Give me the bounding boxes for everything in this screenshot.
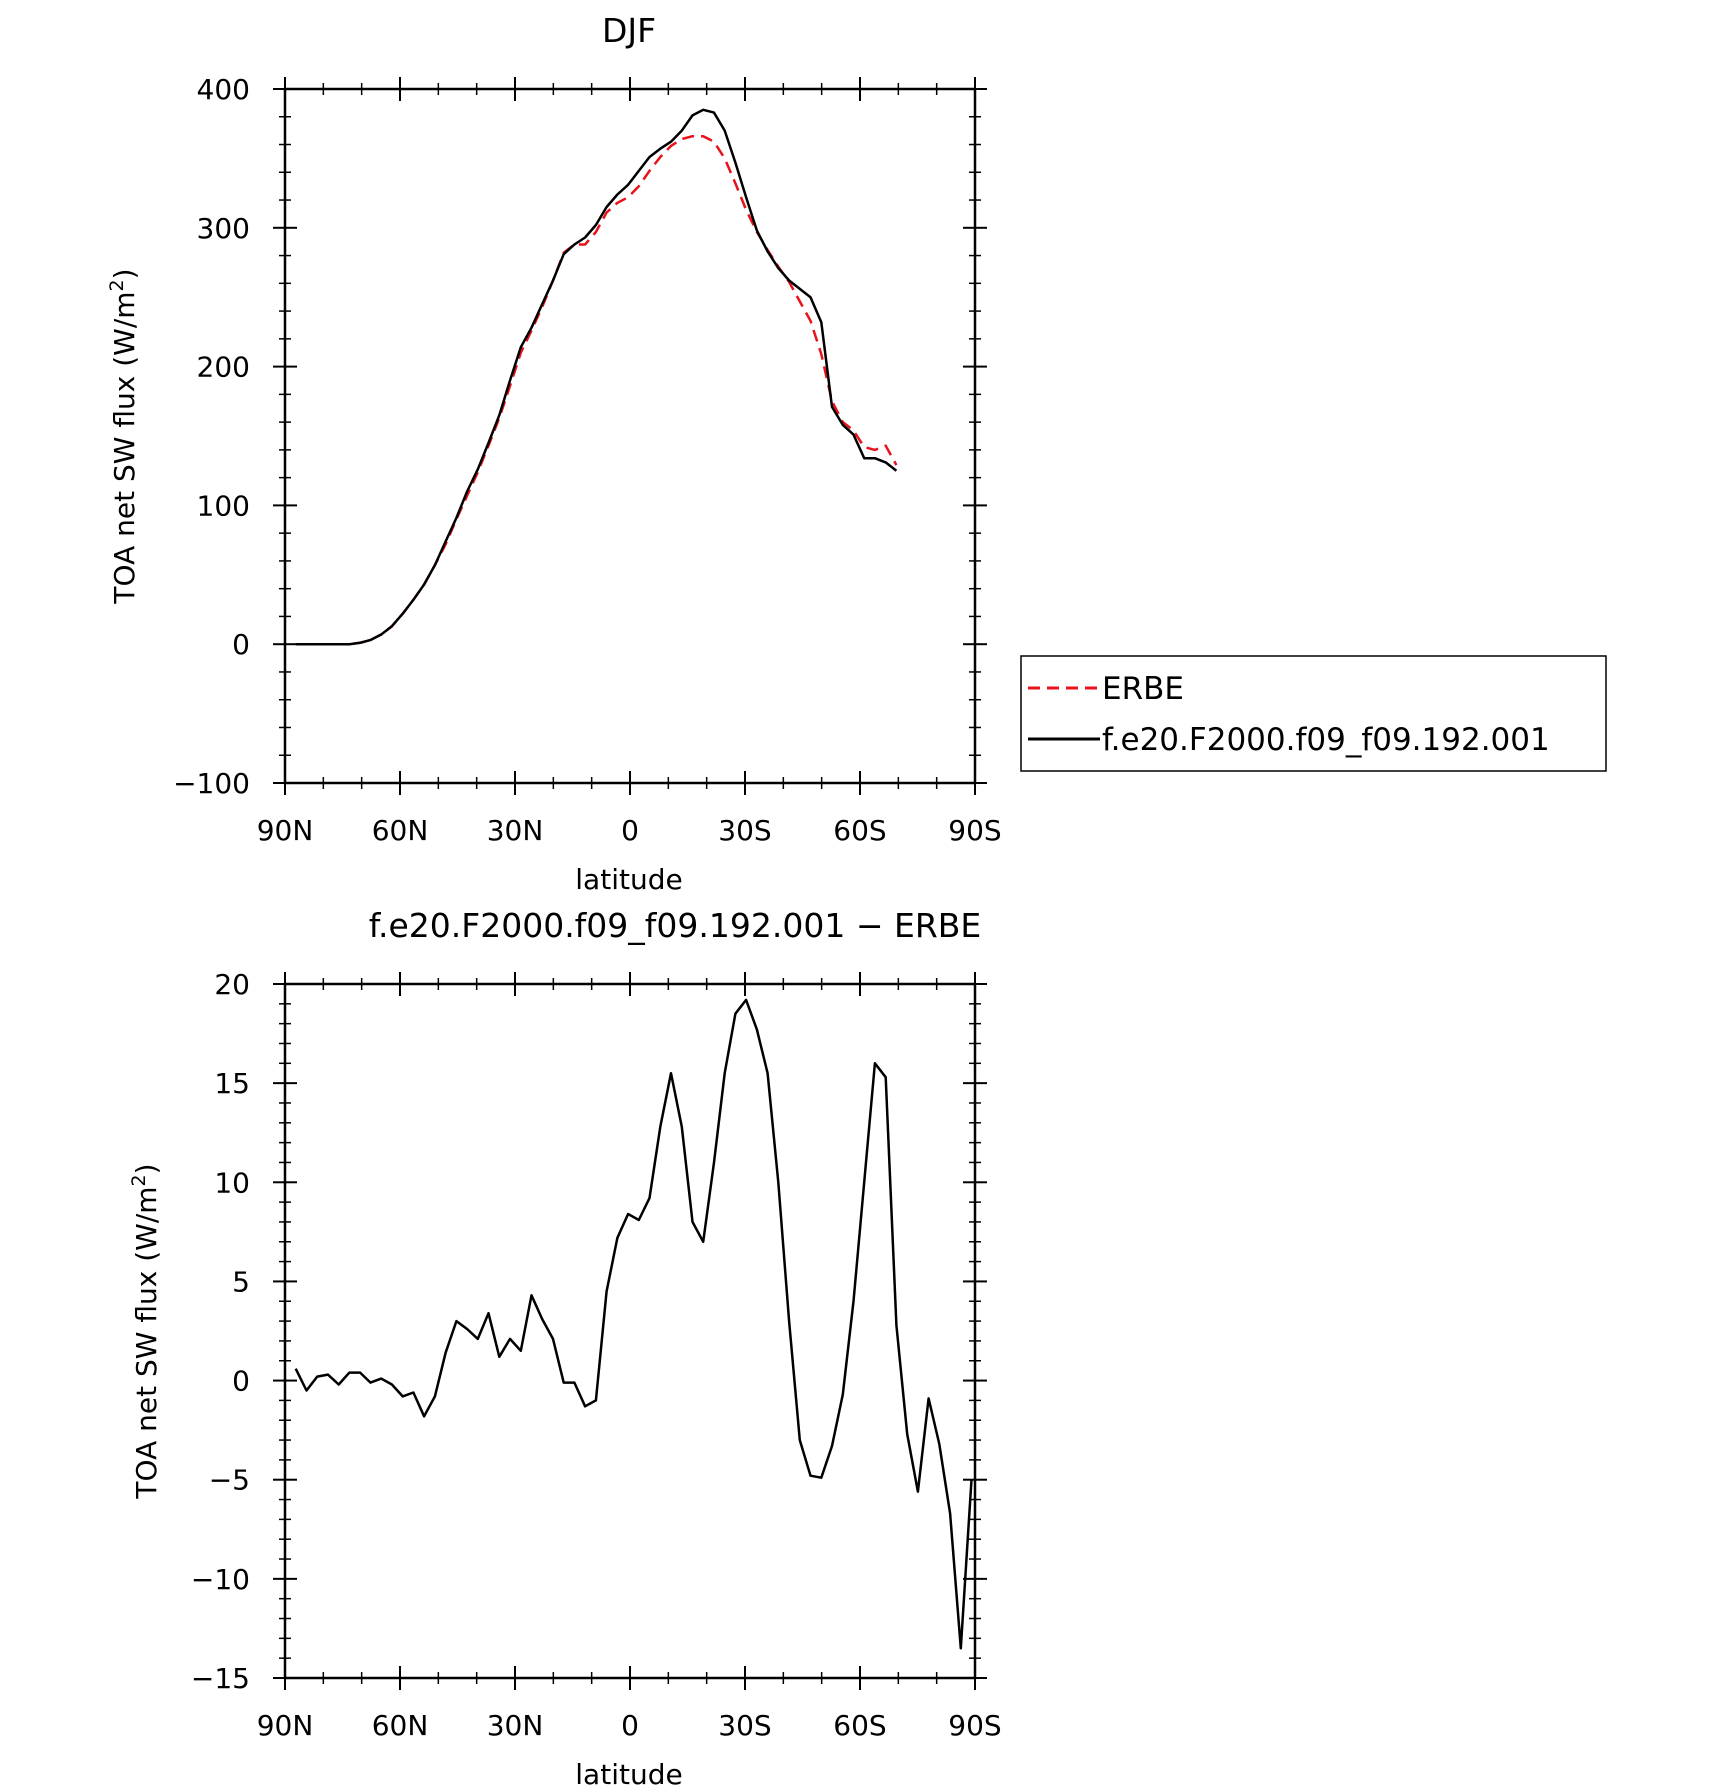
- chart-title: DJF: [602, 11, 656, 50]
- x-tick-label: 60N: [372, 814, 429, 847]
- axis-ticks: 90N 60N 30N 0 30S 60S 90S 20 15 10 5 0 −5 −10 −15: [191, 968, 1002, 1742]
- legend-label-erbe: ERBE: [1102, 671, 1184, 707]
- x-tick-label: 90N: [257, 814, 314, 847]
- y-axis-label: TOA net SW flux (W/m2): [128, 1163, 163, 1499]
- y-tick-label: 300: [197, 212, 250, 245]
- legend-box: [1020, 655, 1607, 772]
- legend-label-model: f.e20.F2000.f09_f09.192.001: [1102, 722, 1550, 758]
- x-tick-label: 60S: [833, 1709, 886, 1742]
- series-line-erbe: [295, 134, 898, 646]
- y-tick-label: 10: [214, 1166, 250, 1199]
- y-axis-label: TOA net SW flux (W/m2): [106, 268, 141, 604]
- y-tick-label: 400: [197, 73, 250, 106]
- y-tick-label: 15: [214, 1067, 250, 1100]
- plot-frame: [283, 87, 977, 785]
- x-tick-label: 90S: [948, 1709, 1001, 1742]
- x-tick-label: 30S: [718, 814, 771, 847]
- series-group: [294, 998, 973, 1650]
- x-tick-label: 90N: [257, 1709, 314, 1742]
- x-tick-label: 30N: [487, 814, 544, 847]
- y-tick-label: 20: [214, 968, 250, 1001]
- panel-difference: f.e20.F2000.f09_f09.192.001 − ERBE 90N 60…: [128, 906, 1002, 1789]
- x-tick-label: 90S: [948, 814, 1001, 847]
- y-tick-label: 100: [197, 489, 250, 522]
- x-tick-label: 0: [621, 814, 639, 847]
- y-tick-label: −5: [209, 1464, 250, 1497]
- x-tick-label: 60S: [833, 814, 886, 847]
- series-group: [295, 108, 898, 646]
- y-tick-label: −100: [173, 767, 250, 800]
- x-axis-label: latitude: [575, 863, 682, 896]
- panel-zonal-mean: DJF 90N 60N 30N 0 30S 60S 90S 400 300 200 100 0 −100…: [106, 11, 1607, 896]
- y-tick-label: 5: [232, 1265, 250, 1298]
- series-line-difference: [294, 998, 973, 1650]
- x-tick-label: 60N: [372, 1709, 429, 1742]
- legend: ERBE f.e20.F2000.f09_f09.192.001: [1020, 655, 1607, 772]
- y-tick-label: 0: [232, 1365, 250, 1398]
- chart-title: f.e20.F2000.f09_f09.192.001 − ERBE: [369, 906, 982, 945]
- x-tick-label: 0: [621, 1709, 639, 1742]
- x-tick-label: 30S: [718, 1709, 771, 1742]
- y-tick-label: 0: [232, 628, 250, 661]
- axis-ticks: 90N 60N 30N 0 30S 60S 90S 400 300 200 100 0 −100: [173, 73, 1002, 847]
- x-axis-label: latitude: [575, 1758, 682, 1789]
- y-tick-label: −15: [191, 1662, 250, 1695]
- y-tick-label: −10: [191, 1563, 250, 1596]
- x-tick-label: 30N: [487, 1709, 544, 1742]
- series-line-f-e20-f2000-f09-f09-192-001: [295, 108, 898, 646]
- y-tick-label: 200: [197, 351, 250, 384]
